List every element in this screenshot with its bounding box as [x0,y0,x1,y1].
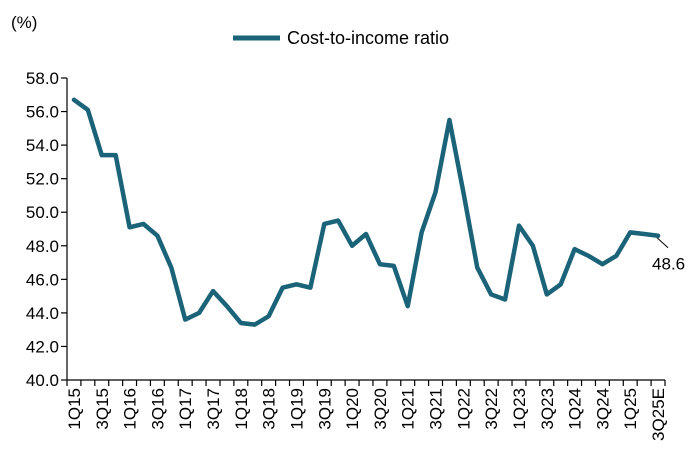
y-axis-unit-label: (%) [11,13,37,32]
x-tick-label: 1Q22 [454,388,473,430]
y-tick-label: 44.0 [26,304,59,323]
y-tick-label: 40.0 [26,371,59,390]
annotation-layer: 48.6 [652,237,685,274]
x-tick-label: 3Q25E [649,388,668,441]
x-tick-label: 3Q18 [260,388,279,430]
y-tick-label: 56.0 [26,103,59,122]
annotation-data-label: 48.6 [652,255,685,274]
y-tick-label: 54.0 [26,136,59,155]
x-tick-label: 3Q21 [427,388,446,430]
y-tick-label: 50.0 [26,203,59,222]
x-tick-label: 1Q19 [287,388,306,430]
x-tick-label: 3Q19 [315,388,334,430]
y-tick-label: 46.0 [26,270,59,289]
y-tick-label: 58.0 [26,69,59,88]
x-tick-label: 1Q20 [343,388,362,430]
y-tick-label: 48.0 [26,237,59,256]
x-tick-label: 1Q15 [65,388,84,430]
y-tick-label: 52.0 [26,170,59,189]
x-tick-label: 3Q22 [482,388,501,430]
annotation-leader-line [656,237,669,249]
x-tick-label: 1Q25 [621,388,640,430]
series-line-cost-to-income-ratio [71,97,661,327]
legend: Cost-to-income ratio [233,28,449,48]
x-tick-label: 3Q23 [538,388,557,430]
x-tick-label: 1Q24 [566,388,585,430]
x-tick-label: 3Q24 [593,388,612,430]
legend-label-cost-to-income-ratio: Cost-to-income ratio [287,28,449,48]
x-tick-label: 1Q21 [399,388,418,430]
x-tick-label: 1Q23 [510,388,529,430]
x-tick-label: 3Q15 [93,388,112,430]
x-tick-label: 1Q17 [176,388,195,430]
x-tick-label: 1Q16 [121,388,140,430]
y-tick-label: 42.0 [26,337,59,356]
x-tick-label: 1Q18 [232,388,251,430]
series-layer [71,97,661,327]
x-tick-label: 3Q17 [204,388,223,430]
y-axis: 40.0 42.0 44.0 46.0 48.0 50.0 52.0 54.0 56.0 58.0 [26,69,68,390]
x-axis: 1Q15 3Q15 1Q16 3Q16 1Q17 3Q17 1Q18 3Q18 1Q19 3Q19… [65,379,668,441]
x-tick-label: 3Q20 [371,388,390,430]
x-tick-label: 3Q16 [148,388,167,430]
